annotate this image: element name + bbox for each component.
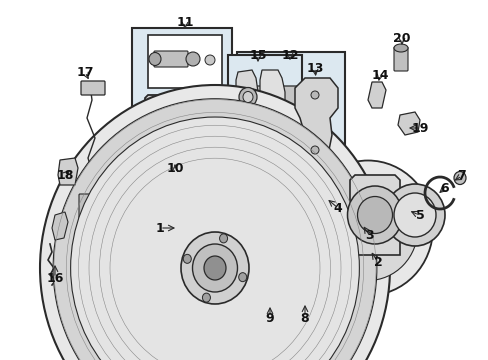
Ellipse shape: [70, 117, 359, 360]
Text: 7: 7: [457, 168, 466, 181]
FancyBboxPatch shape: [79, 194, 99, 220]
Polygon shape: [397, 112, 419, 135]
Polygon shape: [349, 175, 399, 255]
Ellipse shape: [310, 146, 318, 154]
FancyBboxPatch shape: [305, 82, 331, 110]
Polygon shape: [280, 170, 345, 310]
Ellipse shape: [203, 256, 225, 280]
Text: 13: 13: [305, 62, 323, 75]
Ellipse shape: [202, 293, 210, 302]
Ellipse shape: [317, 176, 417, 280]
Text: 20: 20: [392, 32, 410, 45]
Text: 14: 14: [370, 68, 388, 81]
Bar: [148, 35, 222, 88]
Text: 3: 3: [365, 229, 373, 242]
Ellipse shape: [157, 103, 208, 157]
Polygon shape: [58, 158, 78, 185]
Ellipse shape: [313, 91, 324, 101]
FancyBboxPatch shape: [263, 297, 276, 317]
Text: 12: 12: [281, 49, 298, 62]
Bar: [227, 55, 302, 168]
Text: 10: 10: [166, 162, 183, 175]
Text: 8: 8: [300, 311, 309, 324]
FancyBboxPatch shape: [245, 86, 305, 108]
FancyBboxPatch shape: [154, 51, 187, 67]
Bar: [132, 28, 231, 168]
Ellipse shape: [149, 53, 161, 66]
Ellipse shape: [238, 273, 246, 282]
Ellipse shape: [393, 44, 407, 52]
Bar: [237, 52, 345, 148]
Ellipse shape: [357, 197, 392, 234]
Text: 18: 18: [56, 168, 74, 181]
Ellipse shape: [384, 184, 444, 246]
Text: 2: 2: [373, 256, 382, 269]
Text: 15: 15: [249, 49, 266, 62]
Ellipse shape: [192, 244, 237, 292]
Text: 11: 11: [176, 15, 193, 28]
Ellipse shape: [40, 85, 389, 360]
FancyBboxPatch shape: [81, 81, 105, 95]
Ellipse shape: [203, 153, 213, 163]
Ellipse shape: [347, 186, 402, 244]
Ellipse shape: [183, 254, 191, 263]
Ellipse shape: [453, 171, 465, 185]
Ellipse shape: [181, 232, 248, 304]
Text: 17: 17: [76, 66, 94, 78]
Polygon shape: [294, 78, 337, 165]
Ellipse shape: [153, 153, 163, 163]
Ellipse shape: [393, 193, 435, 237]
Ellipse shape: [239, 87, 257, 107]
Polygon shape: [236, 70, 258, 158]
Ellipse shape: [164, 111, 201, 149]
Polygon shape: [52, 212, 68, 240]
Ellipse shape: [219, 234, 227, 243]
Ellipse shape: [243, 91, 252, 103]
Ellipse shape: [204, 55, 215, 65]
Ellipse shape: [303, 161, 432, 296]
Ellipse shape: [310, 91, 318, 99]
Ellipse shape: [185, 52, 200, 66]
Text: 6: 6: [440, 181, 448, 194]
Ellipse shape: [53, 99, 376, 360]
Text: 19: 19: [410, 122, 428, 135]
Polygon shape: [367, 82, 385, 108]
Text: 9: 9: [265, 311, 274, 324]
FancyBboxPatch shape: [393, 47, 407, 71]
Text: 1: 1: [155, 221, 164, 234]
Polygon shape: [260, 70, 285, 158]
Text: 5: 5: [415, 208, 424, 221]
Text: 4: 4: [333, 202, 342, 215]
Polygon shape: [145, 95, 227, 162]
Text: 16: 16: [46, 271, 63, 284]
